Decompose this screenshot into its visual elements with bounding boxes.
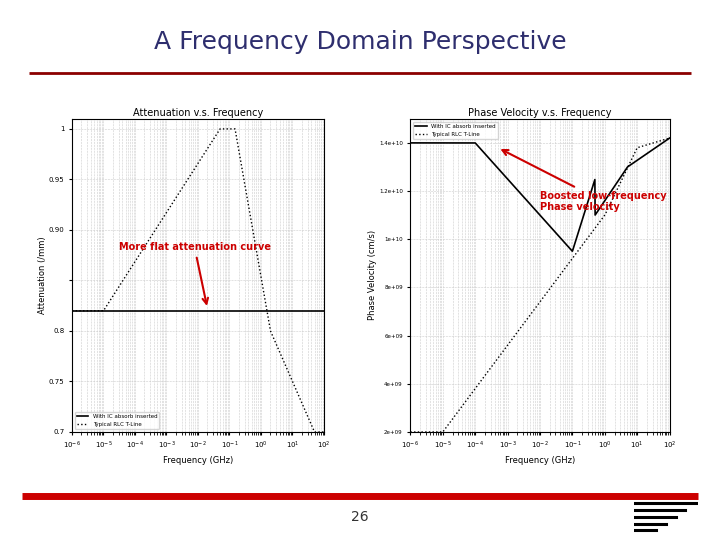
Typical RLC T-Line [179,184,187,190]
With IC absorb inserted [568,248,577,254]
With IC absorb inserted [170,307,179,314]
With IC absorb inserted [608,186,617,192]
Legend: With IC absorb inserted, Typical RLC T-Line: With IC absorb inserted, Typical RLC T-L… [75,412,159,429]
With IC absorb inserted [320,307,328,314]
Typical RLC T-Line [241,184,250,191]
With IC absorb inserted [269,307,277,314]
Title: Phase Velocity v.s. Frequency: Phase Velocity v.s. Frequency [468,108,612,118]
With IC absorb inserted [613,179,622,185]
Text: More flat attenuation curve: More flat attenuation curve [119,242,271,303]
Line: Typical RLC T-Line: Typical RLC T-Line [72,129,324,432]
X-axis label: Frequency (GHz): Frequency (GHz) [505,456,575,465]
Typical RLC T-Line [521,319,529,326]
Typical RLC T-Line [310,429,319,435]
Typical RLC T-Line [613,186,621,193]
X-axis label: Frequency (GHz): Frequency (GHz) [163,456,233,465]
With IC absorb inserted [433,140,441,146]
With IC absorb inserted [406,140,415,146]
Text: 26: 26 [351,510,369,524]
Y-axis label: Attenuation (/mm): Attenuation (/mm) [38,237,48,314]
With IC absorb inserted [511,184,520,191]
With IC absorb inserted [665,135,674,141]
With IC absorb inserted [94,307,102,314]
With IC absorb inserted [521,195,529,201]
Typical RLC T-Line [68,307,76,314]
With IC absorb inserted [240,307,249,314]
Typical RLC T-Line [320,429,328,435]
Typical RLC T-Line [216,126,225,132]
Typical RLC T-Line [608,196,617,202]
Typical RLC T-Line [170,198,179,204]
Line: Typical RLC T-Line: Typical RLC T-Line [410,138,670,432]
Typical RLC T-Line [406,429,415,435]
Y-axis label: Phase Velocity (cm/s): Phase Velocity (cm/s) [369,231,377,320]
With IC absorb inserted [585,196,593,202]
Typical RLC T-Line [511,332,520,338]
With IC absorb inserted [264,307,273,314]
Typical RLC T-Line [264,318,273,325]
Title: Attenuation v.s. Frequency: Attenuation v.s. Frequency [133,108,263,118]
Typical RLC T-Line [665,135,674,141]
Legend: With IC absorb inserted, Typical RLC T-Line: With IC absorb inserted, Typical RLC T-L… [413,122,498,139]
Text: A Frequency Domain Perspective: A Frequency Domain Perspective [153,30,567,53]
Typical RLC T-Line [269,334,278,341]
With IC absorb inserted [68,307,76,314]
Line: With IC absorb inserted: With IC absorb inserted [410,138,670,251]
Typical RLC T-Line [433,429,441,435]
Typical RLC T-Line [94,307,102,314]
Text: Boosted low-frequency
Phase velocity: Boosted low-frequency Phase velocity [503,150,667,212]
Typical RLC T-Line [584,234,593,240]
With IC absorb inserted [179,307,187,314]
